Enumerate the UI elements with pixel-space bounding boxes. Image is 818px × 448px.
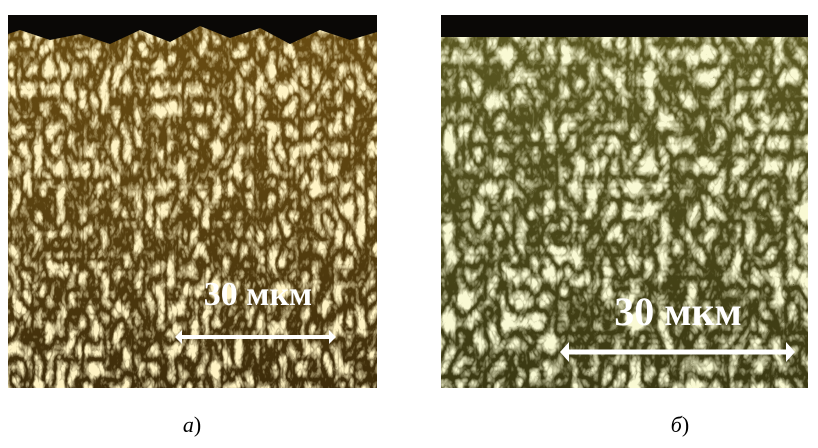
micrograph-a: 30 мкм xyxy=(8,15,377,388)
caption: б) xyxy=(671,412,689,437)
scale-label: 30 мкм xyxy=(614,289,742,334)
micrograph-b: 30 мкм xyxy=(441,15,808,388)
caption-paren: ) xyxy=(682,412,689,437)
caption: а) xyxy=(183,412,201,437)
caption-paren: ) xyxy=(194,412,201,437)
caption-letter: а xyxy=(183,412,194,437)
figure: 30 мкм 30 мкм а) б) xyxy=(0,0,818,448)
scale-label: 30 мкм xyxy=(204,276,312,313)
